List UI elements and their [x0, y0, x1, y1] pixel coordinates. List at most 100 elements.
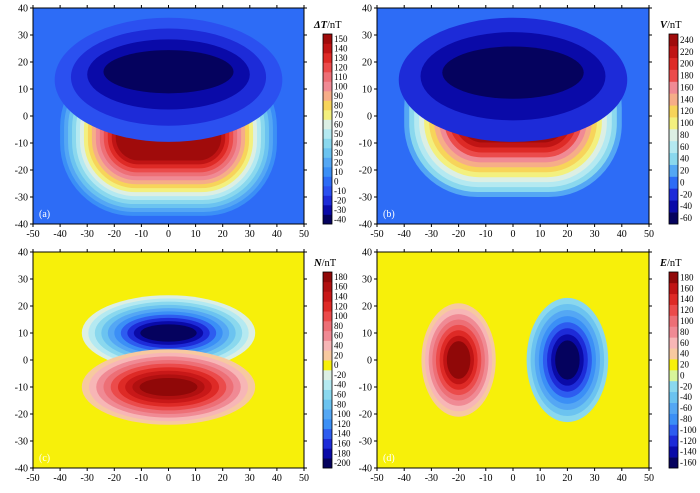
- colorbar-tick-label: -80: [680, 414, 692, 424]
- colorbar-swatch: [323, 167, 332, 177]
- x-tick-label: -20: [108, 473, 121, 484]
- y-tick-label: -30: [359, 437, 372, 448]
- colorbar-swatch: [669, 176, 678, 189]
- colorbar-tick-label: 60: [334, 331, 344, 341]
- colorbar-tick-label: 20: [334, 157, 344, 167]
- maximum-contours-1: [417, 297, 500, 423]
- colorbar-swatch: [669, 129, 678, 142]
- x-tick-label: 20: [218, 229, 228, 240]
- colorbar-swatch: [323, 43, 332, 54]
- colorbar-title-variable: N: [313, 258, 322, 269]
- colorbar-swatch: [323, 370, 332, 381]
- colorbar-swatch: [323, 419, 332, 430]
- colorbar-swatch: [323, 138, 332, 149]
- colorbar-swatch: [669, 105, 678, 118]
- colorbar-swatch: [323, 330, 332, 341]
- contour-band: [555, 340, 580, 380]
- colorbar-tick-label: 130: [334, 53, 348, 63]
- x-tick-label: -40: [398, 229, 411, 240]
- y-tick-label: -10: [15, 383, 28, 394]
- colorbar-tick-label: -60: [680, 213, 692, 223]
- colorbar-tick-label: -60: [680, 403, 692, 413]
- y-tick-label: -30: [15, 437, 28, 448]
- x-tick-label: 40: [272, 229, 282, 240]
- colorbar-title-variable: ΔT: [313, 20, 328, 31]
- colorbar-swatch: [323, 281, 332, 292]
- colorbar-tick-label: 180: [680, 71, 694, 81]
- colorbar-tick-label: 50: [334, 129, 344, 139]
- colorbar-tick-label: -100: [680, 425, 697, 435]
- colorbar-tick-label: 90: [334, 91, 344, 101]
- x-tick-label: 30: [590, 229, 600, 240]
- x-tick-label: -30: [425, 473, 438, 484]
- colorbar-tick-label: -200: [334, 458, 351, 468]
- colorbar-tick-label: -40: [334, 214, 346, 224]
- colorbar-swatch: [323, 91, 332, 101]
- colorbar-tick-label: -120: [680, 436, 697, 446]
- colorbar-tick-label: 70: [334, 110, 344, 120]
- y-tick-label: 0: [367, 356, 372, 367]
- colorbar-title: ΔT/nT: [313, 20, 342, 31]
- y-tick-label: -10: [359, 383, 372, 394]
- y-tick-label: 10: [362, 329, 372, 340]
- y-tick-label: -10: [359, 139, 372, 150]
- colorbar-swatch: [669, 34, 678, 47]
- y-tick-label: 0: [23, 356, 28, 367]
- colorbar-tick-label: 20: [334, 350, 344, 360]
- contour-band: [140, 324, 197, 342]
- colorbar-swatch: [323, 311, 332, 322]
- colorbar-swatch: [669, 140, 678, 154]
- colorbar-swatch: [669, 212, 678, 225]
- colorbar: -40-30-20-100102030405060708090100110120…: [313, 20, 348, 225]
- x-tick-label: 20: [562, 473, 572, 484]
- colorbar-swatch: [323, 409, 332, 420]
- colorbar-swatch: [323, 340, 332, 351]
- colorbar-title-unit: /nT: [667, 20, 682, 31]
- y-tick-label: -20: [15, 410, 28, 421]
- colorbar-swatch: [669, 117, 678, 130]
- maximum-contours-2: [81, 349, 256, 425]
- colorbar-tick-label: 40: [680, 349, 690, 359]
- colorbar-title-unit: /nT: [667, 258, 682, 269]
- colorbar-swatch: [669, 45, 678, 59]
- x-tick-label: 20: [562, 229, 572, 240]
- y-tick-label: 20: [18, 58, 28, 69]
- colorbar-swatch: [323, 438, 332, 449]
- panel-label: (d): [383, 453, 395, 464]
- colorbar-tick-label: 140: [680, 94, 694, 104]
- x-tick-label: -30: [81, 473, 94, 484]
- colorbar: -160-140-120-100-80-60-40-20020406080100…: [659, 258, 697, 469]
- colorbar-swatch: [323, 428, 332, 439]
- colorbar-tick-label: 180: [334, 272, 348, 282]
- panel-label: (a): [39, 209, 50, 220]
- x-tick-label: -30: [81, 229, 94, 240]
- colorbar-tick-label: -40: [680, 392, 692, 402]
- colorbar-swatch: [669, 435, 678, 447]
- x-tick-label: 40: [272, 473, 282, 484]
- colorbar-swatch: [323, 399, 332, 410]
- colorbar-tick-label: 10: [334, 167, 344, 177]
- colorbar-tick-label: 120: [680, 305, 694, 315]
- colorbar-title: E/nT: [659, 258, 682, 269]
- minimum-contours-2: [526, 297, 609, 423]
- y-tick-label: -30: [359, 193, 372, 204]
- y-tick-label: -40: [359, 220, 372, 231]
- y-tick-label: 30: [362, 275, 372, 286]
- colorbar-swatch: [323, 389, 332, 400]
- colorbar-title-variable: E: [659, 258, 667, 269]
- colorbar-swatch: [323, 81, 332, 92]
- colorbar-swatch: [323, 100, 332, 111]
- y-tick-label: -30: [15, 193, 28, 204]
- colorbar-tick-label: 80: [680, 327, 690, 337]
- colorbar-tick-label: -10: [334, 186, 346, 196]
- x-tick-label: 10: [191, 473, 201, 484]
- x-tick-label: 40: [617, 229, 627, 240]
- colorbar-tick-label: 200: [680, 59, 694, 69]
- colorbar-swatch: [323, 272, 332, 283]
- colorbar-swatch: [323, 448, 332, 459]
- colorbar-frame: [668, 271, 679, 469]
- colorbar-tick-label: 240: [680, 35, 694, 45]
- colorbar-swatch: [323, 350, 332, 361]
- colorbar-swatch: [669, 446, 678, 458]
